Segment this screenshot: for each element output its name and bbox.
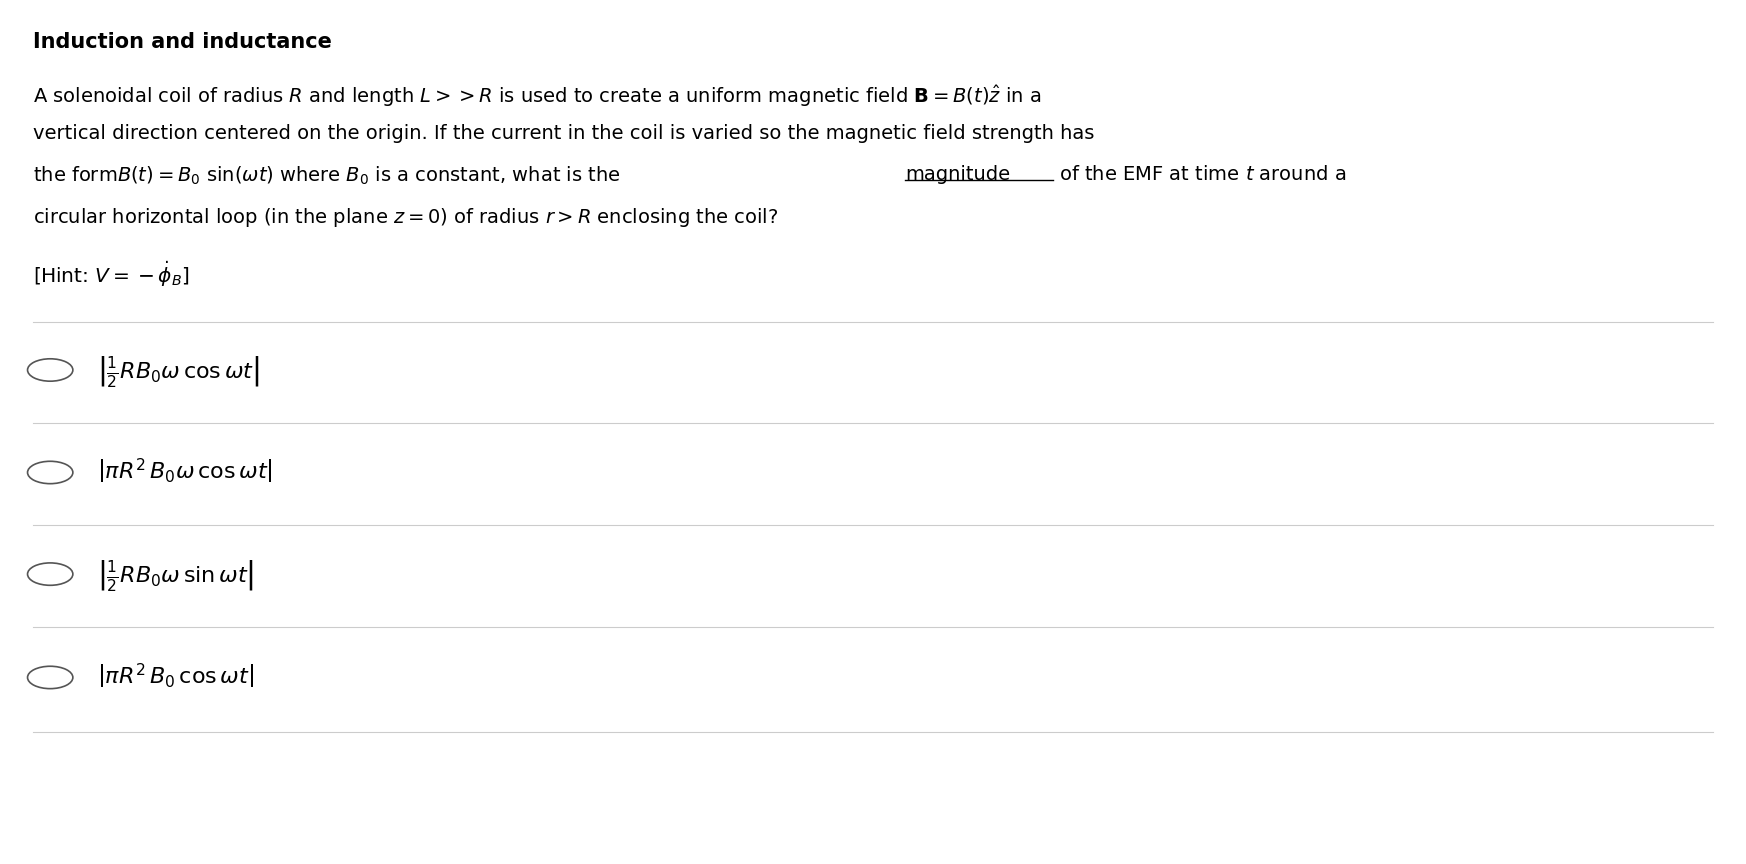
Text: [Hint: $V = -\dot{\phi}_B$]: [Hint: $V = -\dot{\phi}_B$] — [33, 260, 190, 289]
Circle shape — [28, 359, 73, 381]
Text: $\left|\frac{1}{2} RB_0\omega\, \cos\omega t\right|$: $\left|\frac{1}{2} RB_0\omega\, \cos\ome… — [98, 354, 260, 390]
Text: circular horizontal loop (in the plane $z = 0$) of radius $r > \mathit{R}$ enclo: circular horizontal loop (in the plane $… — [33, 206, 779, 229]
Text: A solenoidal coil of radius $\mathit{R}$ and length $\mathit{L} >> \mathit{R}$ i: A solenoidal coil of radius $\mathit{R}$… — [33, 83, 1041, 109]
Text: $\left|\pi R^2\, B_0\, \cos\omega t\right|$: $\left|\pi R^2\, B_0\, \cos\omega t\righ… — [98, 661, 255, 689]
Circle shape — [28, 563, 73, 585]
Text: Induction and inductance: Induction and inductance — [33, 31, 332, 52]
Text: $\left|\frac{1}{2} RB_0\omega\, \sin\omega t\right|$: $\left|\frac{1}{2} RB_0\omega\, \sin\ome… — [98, 558, 255, 593]
Text: vertical direction centered on the origin. If the current in the coil is varied : vertical direction centered on the origi… — [33, 124, 1095, 143]
Circle shape — [28, 461, 73, 484]
Text: of the EMF at time $t$ around a: of the EMF at time $t$ around a — [1053, 165, 1346, 184]
Text: the form$B(t) = B_0\ \sin(\omega t)$ where $B_0$ is a constant, what is the: the form$B(t) = B_0\ \sin(\omega t)$ whe… — [33, 165, 622, 187]
Circle shape — [28, 666, 73, 689]
Text: magnitude: magnitude — [904, 165, 1011, 184]
Text: $\left|\pi R^2\, B_0\omega\, \cos\omega t\right|$: $\left|\pi R^2\, B_0\omega\, \cos\omega … — [98, 456, 272, 485]
